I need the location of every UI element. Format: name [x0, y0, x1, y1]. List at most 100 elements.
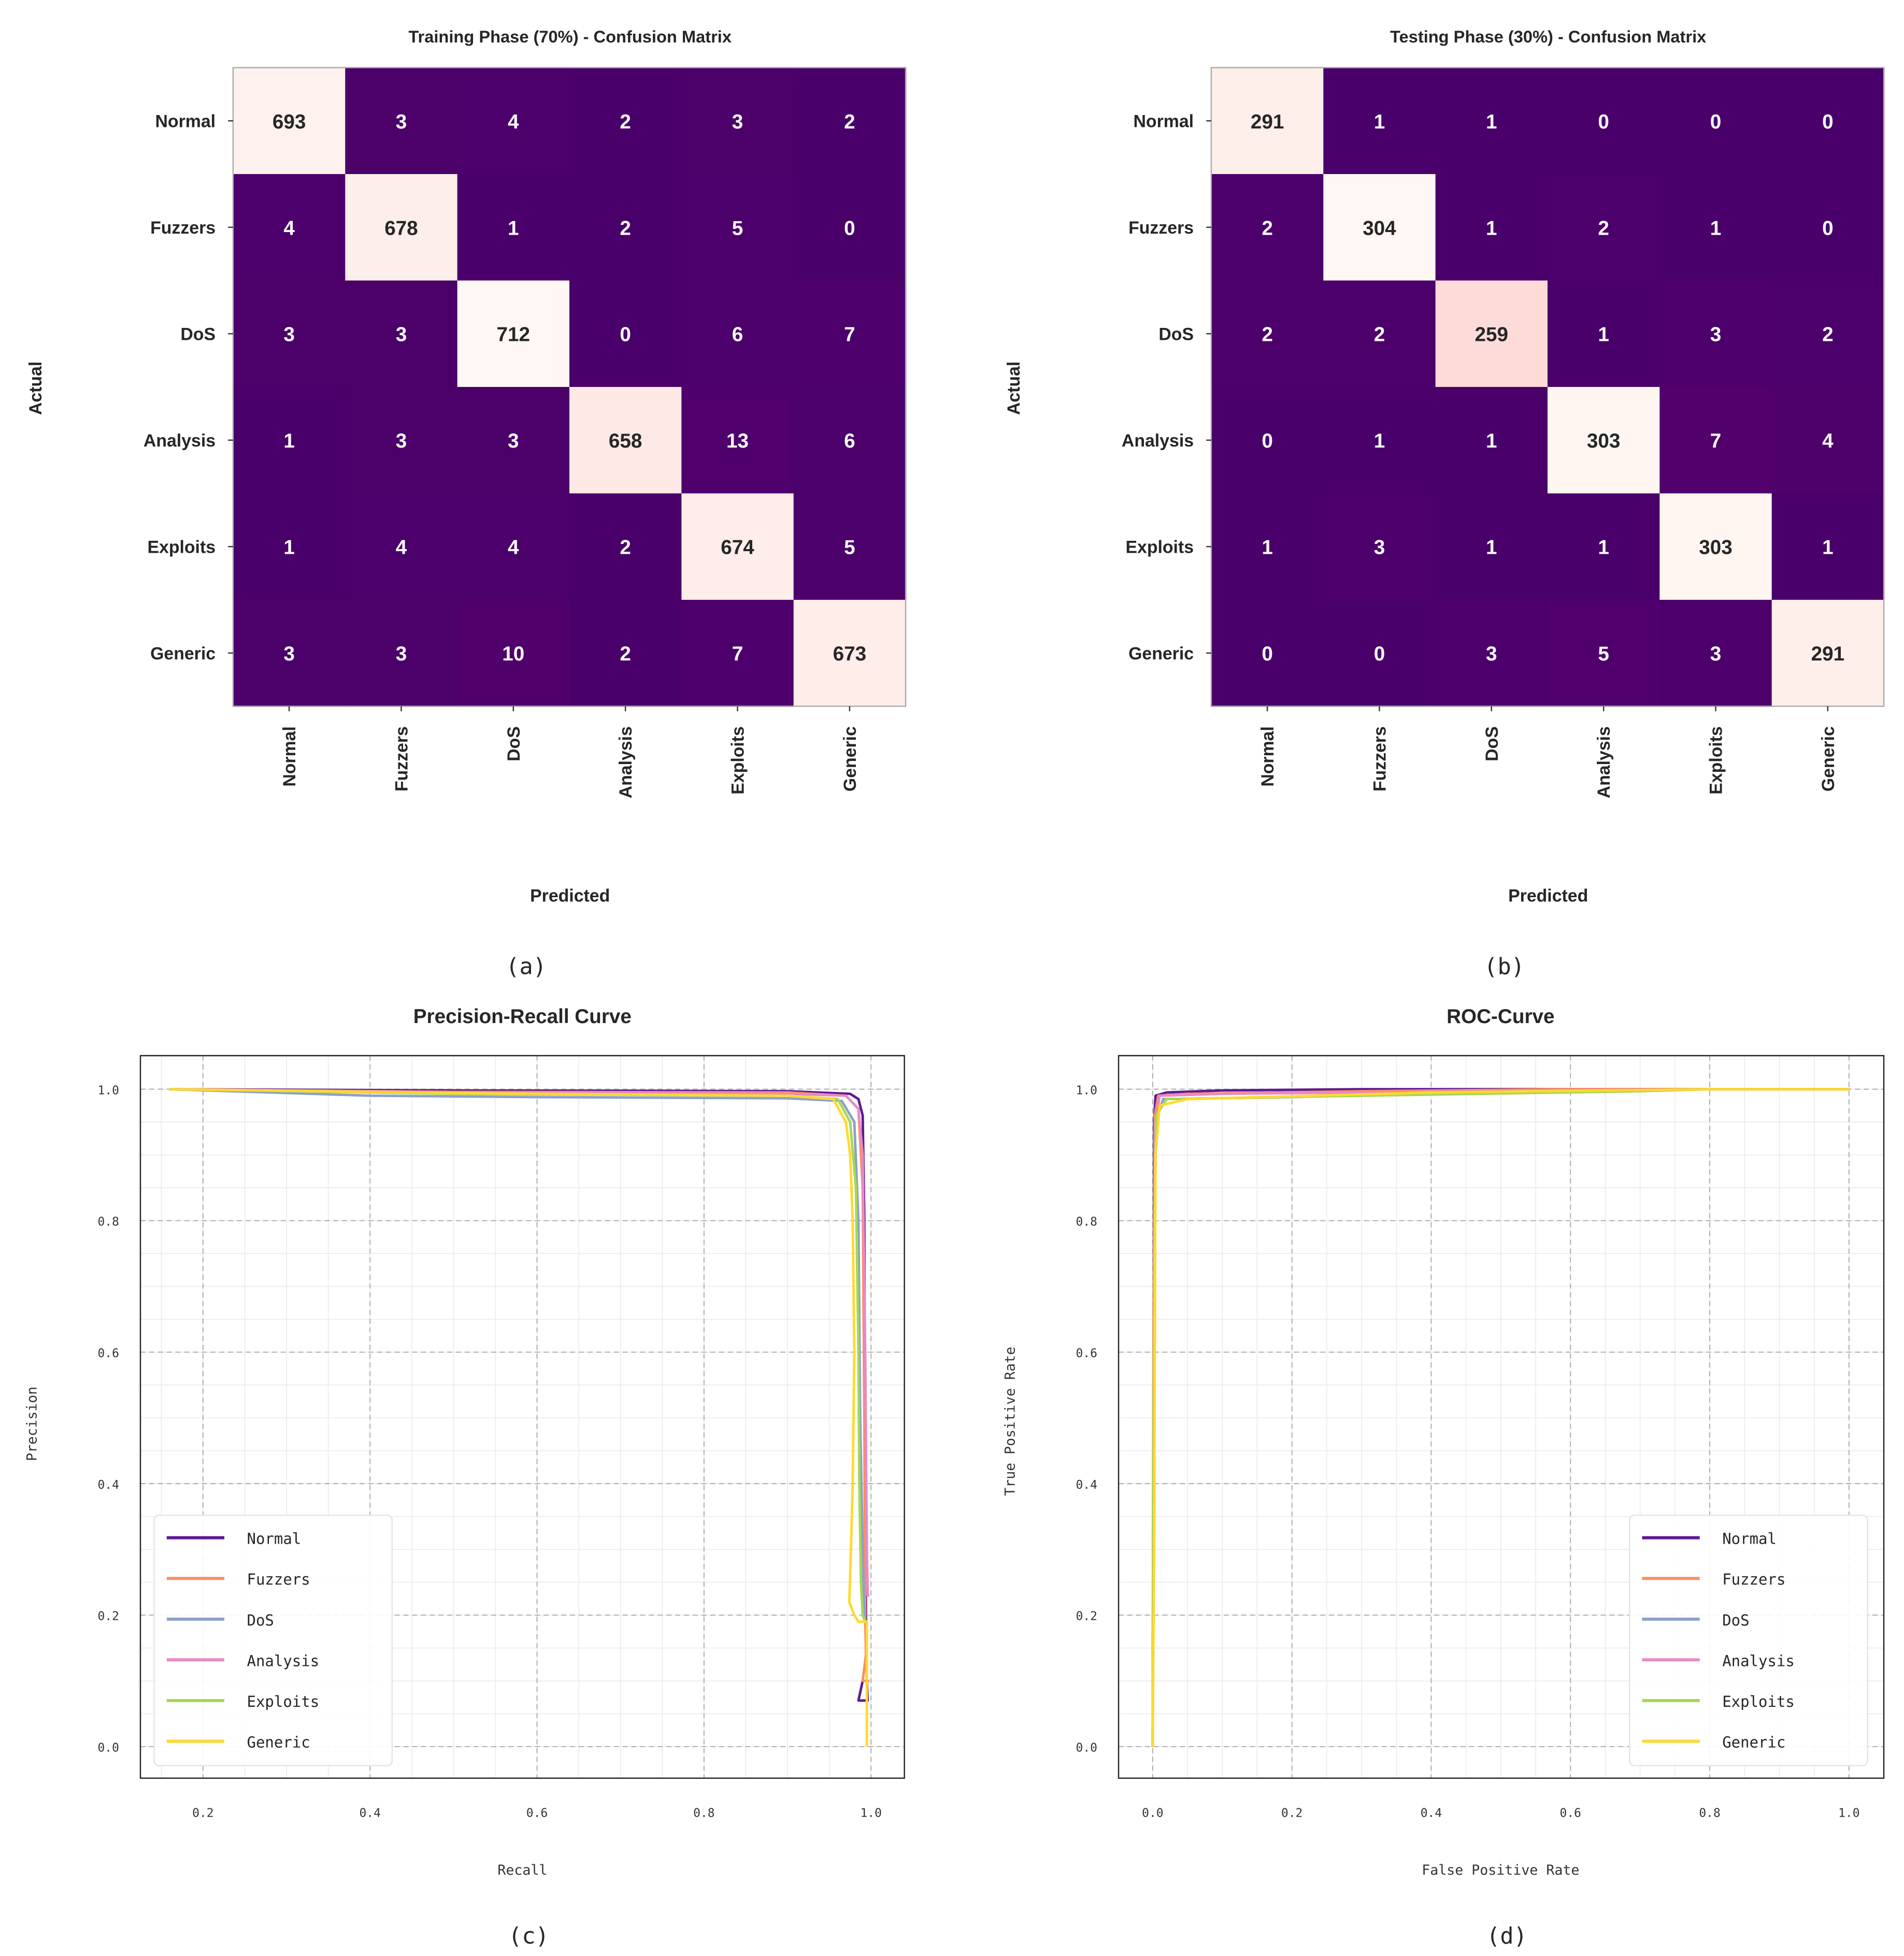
cell-value: 4 — [283, 217, 295, 239]
roc-chart: 0.0 0.2 0.4 0.6 0.8 1.0 0.0 0.2 0.4 0.6 0.8 1.0 ROC-… — [1002, 1005, 1885, 1949]
heatmap-cell — [457, 493, 570, 601]
chart-title: Training Phase (70%) - Confusion Matrix — [408, 27, 732, 46]
cell-value: 291 — [1251, 111, 1284, 133]
x-axis-label: Recall — [497, 1862, 547, 1878]
x-tick-label: 1.0 — [860, 1807, 881, 1820]
heatmap-cell — [1547, 386, 1660, 494]
cell-value: 0 — [1262, 643, 1272, 665]
x-tick-label: Fuzzers — [392, 726, 412, 792]
y-tick-label: Normal — [155, 111, 216, 131]
heatmap-cell — [681, 280, 794, 388]
heatmap-cell — [1659, 599, 1772, 707]
heatmap-cell — [1547, 67, 1660, 175]
heatmap-cell — [1659, 386, 1772, 494]
heatmap-cell — [1547, 493, 1660, 601]
cell-value: 3 — [732, 111, 743, 133]
heatmap-cell — [681, 493, 794, 601]
series-line-dos — [169, 1088, 868, 1629]
heatmap-cell — [569, 67, 682, 175]
y-tick-label: Normal — [1133, 111, 1194, 131]
y-tick-label: 0.6 — [97, 1347, 119, 1360]
x-tick-label: 0.8 — [1699, 1807, 1720, 1820]
cell-value: 5 — [844, 537, 855, 559]
cell-value: 0 — [1710, 111, 1722, 133]
heatmap-cell — [681, 386, 794, 494]
x-tick-label: Analysis — [616, 726, 636, 798]
cell-value: 0 — [1598, 111, 1609, 133]
x-tick-label: DoS — [1482, 726, 1502, 761]
heatmap-cell — [793, 599, 907, 707]
heatmap-cell — [1211, 174, 1324, 281]
cell-value: 1 — [1710, 217, 1722, 239]
heatmap-cell — [1211, 67, 1324, 175]
cell-value: 3 — [1710, 643, 1722, 665]
heatmap-cell — [1659, 67, 1772, 175]
cell-value: 1 — [1374, 430, 1385, 452]
heatmap-cell — [1659, 493, 1772, 601]
cell-value: 2 — [620, 111, 631, 133]
cell-value: 1 — [1598, 537, 1609, 559]
matrix-border — [232, 67, 907, 707]
y-tick-label: 0.0 — [97, 1741, 119, 1754]
heatmap-cell — [793, 174, 907, 281]
heatmap-cell — [345, 174, 458, 281]
x-tick-label: 0.0 — [1142, 1807, 1163, 1820]
x-tick-label: Normal — [1258, 726, 1278, 787]
cell-value: 2 — [620, 643, 631, 665]
y-tick-label: Analysis — [144, 431, 216, 451]
cell-value: 4 — [1822, 430, 1834, 452]
cell-value: 678 — [384, 217, 418, 239]
heatmap-cell — [1771, 280, 1885, 388]
heatmap-cell — [1323, 493, 1436, 601]
cell-value: 304 — [1363, 217, 1396, 239]
axes-frame — [1118, 1055, 1885, 1779]
heatmap-cell — [681, 174, 794, 281]
cell-value: 3 — [1710, 324, 1722, 346]
confusion-matrix-testing: Testing Phase (30%) - Confusion Matrix 29… — [1004, 27, 1885, 980]
cell-value: 0 — [620, 324, 631, 346]
heatmap-cell — [457, 599, 570, 707]
y-axis-label: Precision — [24, 1387, 40, 1461]
heatmap-cell — [233, 67, 346, 175]
heatmap-cell — [1659, 280, 1772, 388]
y-tick-label: 0.2 — [97, 1610, 119, 1623]
cell-value: 1 — [1598, 324, 1609, 346]
y-tick-label: 0.8 — [1076, 1215, 1097, 1229]
heatmap-cell — [233, 174, 346, 281]
x-axis-label: False Positive Rate — [1422, 1862, 1579, 1878]
heatmap-cell — [1435, 280, 1549, 388]
heatmap-cell — [345, 386, 458, 494]
cell-value: 291 — [1811, 643, 1845, 665]
cell-value: 1 — [1486, 430, 1497, 452]
x-tick-label: 0.4 — [1421, 1807, 1442, 1820]
heatmap-cell — [1547, 174, 1660, 281]
heatmap-cell — [569, 599, 682, 707]
precision-recall-chart: 0.2 0.4 0.6 0.8 1.0 0.0 0.2 0.4 0.6 0.8 1.0 Precisi… — [24, 1005, 905, 1949]
cell-value: 6 — [732, 324, 743, 346]
heatmap-cell — [1323, 386, 1436, 494]
cell-value: 5 — [732, 217, 743, 239]
heatmap-cell — [1547, 280, 1660, 388]
cell-value: 3 — [283, 643, 295, 665]
heatmap-cell — [1211, 280, 1324, 388]
heatmap-cell — [1323, 174, 1436, 281]
legend-entry: Normal — [247, 1530, 301, 1548]
heatmap-cell — [569, 386, 682, 494]
heatmap-cell — [1771, 174, 1885, 281]
cell-value: 658 — [609, 430, 642, 452]
cell-value: 4 — [508, 111, 519, 133]
cell-value: 4 — [396, 537, 407, 559]
cell-value: 1 — [1822, 537, 1834, 559]
cell-value: 2 — [1374, 324, 1385, 346]
heatmap-cell — [345, 280, 458, 388]
heatmap-cell — [569, 493, 682, 601]
heatmap-cell — [1211, 493, 1324, 601]
cell-value: 673 — [833, 643, 867, 665]
series-line-generic — [169, 1088, 868, 1747]
legend-box — [1629, 1514, 1868, 1766]
heatmap-cell — [1323, 280, 1436, 388]
cell-value: 13 — [726, 430, 749, 452]
heatmap-cell — [1771, 599, 1885, 707]
cell-value: 674 — [721, 537, 754, 559]
x-tick-label: Normal — [280, 726, 299, 787]
